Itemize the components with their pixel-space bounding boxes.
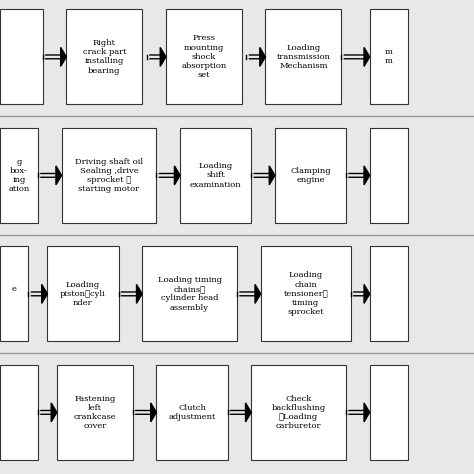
Bar bbox=[180, 128, 251, 223]
Polygon shape bbox=[160, 47, 166, 66]
Polygon shape bbox=[364, 166, 370, 185]
Polygon shape bbox=[51, 403, 57, 422]
Text: Loading
transmission
Mechanism: Loading transmission Mechanism bbox=[276, 44, 330, 70]
Bar bbox=[47, 246, 118, 341]
Text: Clamping
engine: Clamping engine bbox=[290, 167, 331, 184]
Polygon shape bbox=[364, 47, 370, 66]
Text: Press
mounting
shock
absorption
set: Press mounting shock absorption set bbox=[181, 35, 227, 79]
Text: m
m: m m bbox=[385, 48, 392, 65]
Polygon shape bbox=[151, 403, 156, 422]
Bar bbox=[275, 128, 346, 223]
Text: Loading
shift
examination: Loading shift examination bbox=[190, 162, 241, 189]
Polygon shape bbox=[137, 284, 142, 303]
Bar bbox=[166, 9, 242, 104]
Polygon shape bbox=[260, 47, 265, 66]
Bar bbox=[156, 365, 228, 460]
Polygon shape bbox=[61, 47, 66, 66]
Bar bbox=[251, 365, 346, 460]
Text: Clutch
adjustment: Clutch adjustment bbox=[168, 404, 216, 421]
Text: e: e bbox=[12, 285, 17, 302]
Text: Check
backflushing
！Loading
carburetor: Check backflushing ！Loading carburetor bbox=[272, 394, 326, 430]
Bar bbox=[370, 9, 408, 104]
Bar bbox=[57, 365, 133, 460]
Bar bbox=[62, 128, 156, 223]
Bar bbox=[0, 365, 38, 460]
Bar bbox=[0, 246, 28, 341]
Polygon shape bbox=[42, 284, 47, 303]
Bar bbox=[0, 9, 43, 104]
Text: Fastening
left
crankcase
cover: Fastening left crankcase cover bbox=[73, 394, 116, 430]
Polygon shape bbox=[56, 166, 62, 185]
Bar bbox=[370, 246, 408, 341]
Bar bbox=[261, 246, 351, 341]
Bar bbox=[370, 128, 408, 223]
Text: Loading
piston、cyli
nder: Loading piston、cyli nder bbox=[60, 281, 106, 307]
Bar bbox=[66, 9, 142, 104]
Text: Driving shaft oil
Sealing ,drive
sprocket ！
starting motor: Driving shaft oil Sealing ,drive sprocke… bbox=[75, 157, 143, 193]
Polygon shape bbox=[255, 284, 261, 303]
Polygon shape bbox=[364, 284, 370, 303]
Polygon shape bbox=[364, 403, 370, 422]
Text: Loading
chain
tensioner！
timing
sprocket: Loading chain tensioner！ timing sprocket bbox=[283, 272, 328, 316]
Polygon shape bbox=[269, 166, 275, 185]
Bar bbox=[370, 365, 408, 460]
Text: g
box-
ing
ation: g box- ing ation bbox=[9, 157, 29, 193]
Text: Loading timing
chains！
cylinder head
assembly: Loading timing chains！ cylinder head ass… bbox=[157, 276, 222, 312]
Bar bbox=[265, 9, 341, 104]
Bar bbox=[0, 128, 38, 223]
Polygon shape bbox=[174, 166, 180, 185]
Text: Right
crack part
installing
bearing: Right crack part installing bearing bbox=[82, 39, 126, 75]
Bar bbox=[142, 246, 237, 341]
Polygon shape bbox=[246, 403, 251, 422]
